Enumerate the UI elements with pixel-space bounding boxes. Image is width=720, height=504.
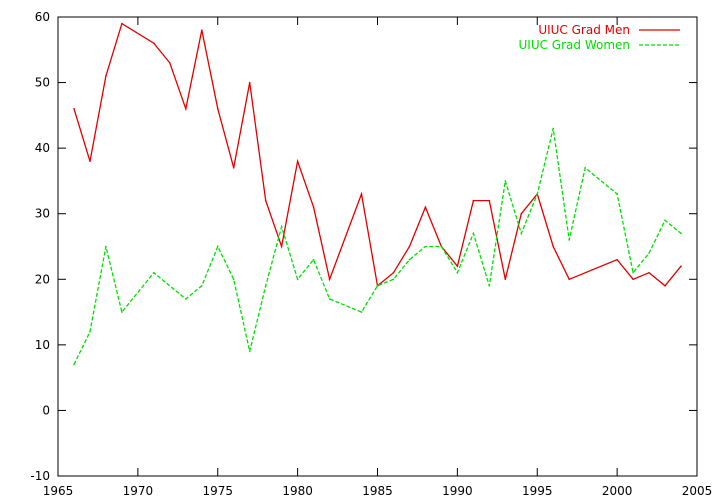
data-point (456, 271, 459, 274)
data-point (248, 350, 251, 353)
series-lines (73, 22, 682, 366)
data-point (408, 258, 411, 261)
x-tick-label: 1965 (43, 484, 74, 498)
data-point (216, 245, 219, 248)
data-point (504, 278, 507, 281)
data-point (169, 62, 171, 64)
x-tick-label: 1990 (442, 484, 473, 498)
data-point (568, 239, 570, 241)
y-tick-label: 10 (35, 338, 50, 352)
x-tick-label: 1995 (522, 484, 553, 498)
x-tick-label: 2000 (602, 484, 633, 498)
data-point (440, 245, 443, 248)
data-point (216, 108, 219, 110)
data-point (520, 212, 523, 215)
y-tick-label: 30 (35, 207, 50, 221)
data-point (200, 29, 203, 31)
data-point (296, 278, 299, 281)
data-point (680, 265, 682, 267)
y-tick-label: 0 (42, 403, 50, 417)
y-tick-label: -10 (30, 469, 50, 483)
data-point (472, 232, 475, 235)
data-point (248, 81, 251, 84)
legend-label: UIUC Grad Men (538, 23, 630, 37)
x-tick-label: 2005 (682, 484, 713, 498)
data-point (632, 278, 634, 281)
data-point (488, 199, 491, 202)
series-line-women (73, 128, 682, 365)
data-point (408, 245, 411, 248)
data-point (360, 193, 363, 195)
axis-ticks (57, 16, 698, 477)
data-point (504, 180, 507, 182)
data-point (424, 245, 427, 248)
data-point (105, 75, 107, 77)
data-point (488, 285, 491, 287)
data-point (264, 199, 267, 202)
data-point (648, 271, 650, 274)
x-tick-label: 1985 (362, 484, 393, 498)
data-point (73, 108, 75, 110)
data-point (296, 160, 299, 163)
data-point (232, 278, 235, 281)
x-tick-label: 1975 (202, 484, 233, 498)
data-point (680, 232, 682, 235)
data-point (616, 193, 618, 195)
data-point (632, 271, 634, 274)
data-point (424, 206, 427, 208)
data-point (584, 167, 586, 169)
y-tick-label: 20 (35, 272, 50, 286)
data-point (664, 285, 666, 287)
y-tick-label: 60 (35, 10, 50, 24)
y-tick-label: 50 (35, 76, 50, 90)
data-point (185, 108, 187, 110)
data-point (552, 245, 555, 248)
data-point (392, 271, 395, 274)
data-point (312, 258, 315, 261)
data-point (536, 193, 539, 195)
data-point (568, 278, 570, 281)
axis-tick-labels: 1965 1970 1975 1980 1985 1990 1995 2000 2005 -10 0… (30, 10, 712, 498)
data-point (264, 285, 267, 287)
data-point (89, 330, 91, 333)
y-tick-label: 40 (35, 141, 50, 155)
plot-frame (57, 16, 698, 477)
data-point (105, 245, 107, 248)
data-point (89, 160, 91, 163)
data-point (73, 363, 75, 366)
data-point (648, 252, 650, 254)
data-point (153, 42, 155, 45)
data-point (472, 199, 475, 202)
data-point (200, 285, 203, 287)
data-point (616, 258, 618, 261)
data-point (280, 245, 283, 248)
legend-label: UIUC Grad Women (519, 38, 631, 52)
data-point (360, 311, 363, 313)
x-tick-label: 1970 (123, 484, 154, 498)
data-point (328, 278, 331, 281)
data-point (185, 298, 187, 300)
data-point (520, 232, 523, 235)
data-point (232, 167, 235, 169)
data-point (121, 311, 123, 313)
data-point (392, 278, 395, 281)
data-point (280, 226, 283, 228)
data-point (121, 22, 123, 25)
data-point (664, 219, 666, 222)
data-point (552, 127, 555, 130)
series-line-men (73, 22, 682, 288)
data-point (376, 285, 379, 287)
data-point (153, 271, 155, 274)
data-point (328, 298, 331, 300)
data-point (312, 206, 315, 208)
data-point (456, 265, 459, 267)
x-tick-label: 1980 (282, 484, 313, 498)
